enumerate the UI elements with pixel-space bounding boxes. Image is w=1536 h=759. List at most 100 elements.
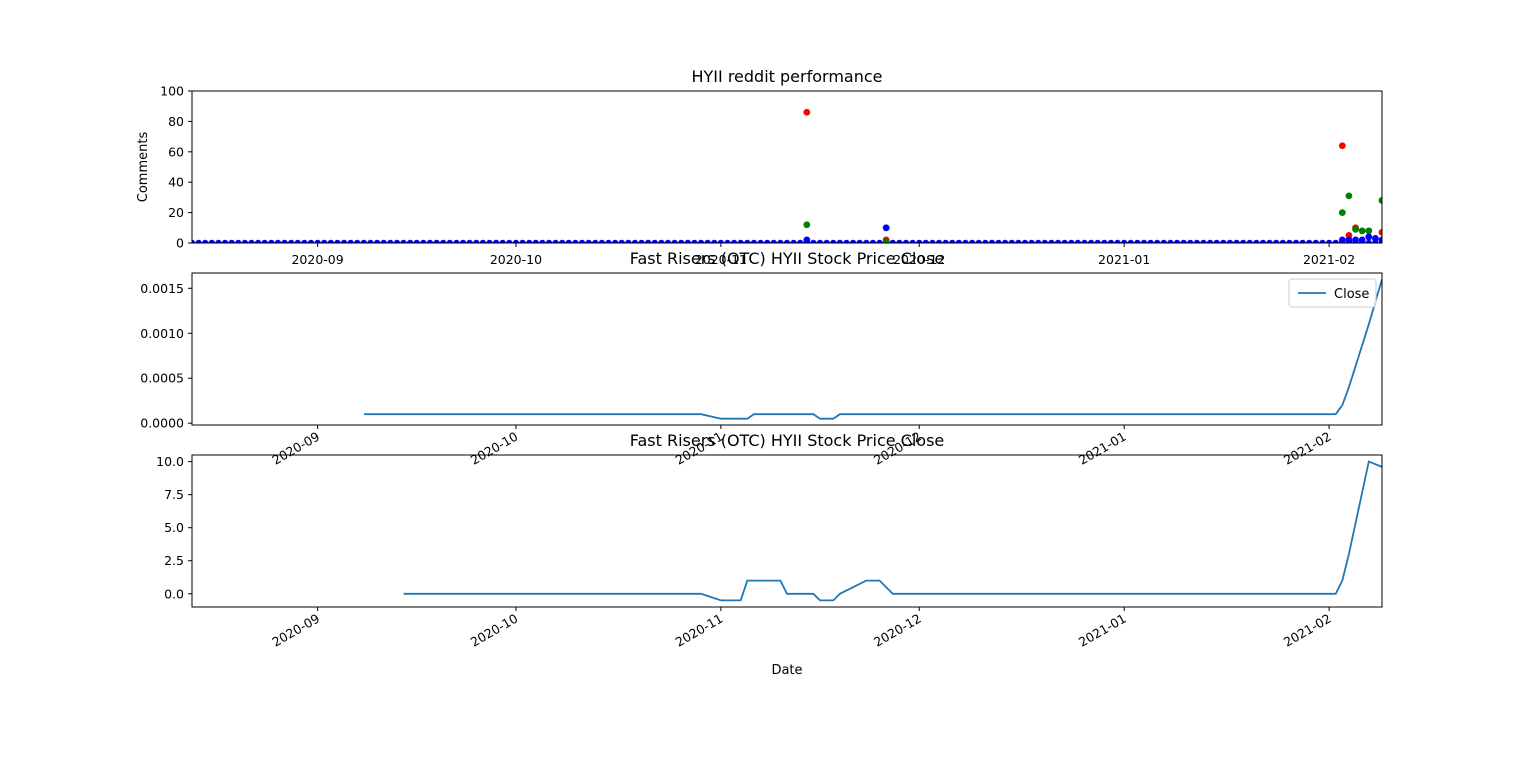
legend-box bbox=[1288, 278, 1377, 308]
baseline-point bbox=[929, 239, 936, 243]
baseline-point bbox=[314, 239, 321, 243]
baseline-point bbox=[1054, 239, 1062, 243]
baseline-point bbox=[215, 239, 222, 243]
chart-title: Fast Risers (OTC) HYII Stock Price Close bbox=[630, 249, 945, 268]
baseline-point bbox=[955, 239, 963, 243]
baseline-point bbox=[763, 239, 771, 243]
baseline-point bbox=[1365, 239, 1372, 243]
baseline-point bbox=[268, 239, 275, 243]
baseline-point bbox=[830, 239, 837, 243]
chart-1: 0 20 40 60 80 100 2020-09 2020-10 2020-11 2020-12… bbox=[136, 67, 1383, 267]
baseline-point bbox=[638, 239, 645, 243]
baseline-point bbox=[1273, 239, 1280, 243]
y-tick-label: 0.0005 bbox=[140, 371, 184, 386]
baseline-point bbox=[228, 239, 235, 243]
baseline-point bbox=[1332, 239, 1339, 243]
baseline-point bbox=[1167, 239, 1174, 243]
plot-area bbox=[403, 460, 1382, 602]
baseline-point bbox=[373, 239, 381, 243]
baseline-point bbox=[241, 239, 249, 243]
baseline-point bbox=[1187, 239, 1194, 243]
y-tick-label: 0.0010 bbox=[140, 326, 184, 341]
x-tick-label: 2020-10 bbox=[468, 429, 521, 468]
baseline-point bbox=[750, 239, 758, 243]
baseline-point bbox=[1134, 239, 1141, 243]
baseline-point bbox=[466, 239, 473, 243]
baseline-point bbox=[294, 239, 301, 243]
baseline-point bbox=[988, 239, 996, 243]
red-point bbox=[803, 108, 811, 116]
x-tick-label: 2020-10 bbox=[490, 252, 542, 267]
baseline-point bbox=[757, 239, 764, 243]
baseline-point bbox=[618, 239, 625, 243]
x-tick-label: 2021-02 bbox=[1281, 611, 1334, 650]
baseline-point bbox=[492, 239, 500, 243]
baseline-point bbox=[261, 239, 268, 243]
blue-point bbox=[1358, 236, 1366, 243]
baseline-point bbox=[949, 239, 956, 243]
baseline-point bbox=[1028, 239, 1035, 243]
baseline-point bbox=[545, 239, 553, 243]
baseline-point bbox=[512, 239, 520, 243]
baseline-point bbox=[1021, 239, 1029, 243]
baseline-point bbox=[1120, 239, 1128, 243]
x-tick-label: 2021-01 bbox=[1076, 611, 1129, 650]
baseline-point bbox=[479, 239, 487, 243]
baseline-point bbox=[1061, 239, 1068, 243]
baseline-point bbox=[221, 239, 229, 243]
baseline-point bbox=[334, 239, 341, 243]
x-tick-label: 2020-09 bbox=[269, 429, 322, 468]
baseline-point bbox=[724, 239, 731, 243]
baseline-point bbox=[1226, 239, 1234, 243]
baseline-point bbox=[195, 239, 202, 243]
baseline-point bbox=[968, 239, 976, 243]
y-tick-label: 80 bbox=[168, 114, 184, 129]
baseline-point bbox=[1266, 239, 1273, 243]
baseline-point bbox=[235, 239, 242, 243]
baseline-point bbox=[843, 239, 850, 243]
baseline-point bbox=[1154, 239, 1161, 243]
baseline-point bbox=[816, 239, 824, 243]
baseline-point bbox=[281, 239, 288, 243]
baseline-point bbox=[473, 239, 480, 243]
baseline-point bbox=[506, 239, 513, 243]
baseline-point bbox=[962, 239, 969, 243]
x-tick-label: 2020-12 bbox=[893, 252, 945, 267]
baseline-point bbox=[539, 239, 546, 243]
baseline-point bbox=[902, 239, 910, 243]
baseline-point bbox=[307, 239, 315, 243]
baseline-point bbox=[611, 239, 619, 243]
baseline-point bbox=[572, 239, 579, 243]
y-tick-label: 10.0 bbox=[156, 454, 184, 469]
blue-point bbox=[1338, 236, 1346, 243]
y-tick-label: 0.0 bbox=[164, 586, 184, 601]
baseline-point bbox=[433, 239, 440, 243]
baseline-point bbox=[426, 239, 434, 243]
baseline-point bbox=[770, 239, 777, 243]
baseline-point bbox=[684, 239, 692, 243]
plot-area bbox=[192, 108, 1382, 243]
baseline-point bbox=[1001, 239, 1009, 243]
baseline-point bbox=[1306, 239, 1313, 243]
green-point bbox=[1378, 197, 1382, 204]
x-tick-label: 2020-09 bbox=[291, 252, 343, 267]
baseline-point bbox=[254, 239, 262, 243]
baseline-point bbox=[836, 239, 844, 243]
baseline-point bbox=[678, 239, 685, 243]
baseline-point bbox=[340, 239, 348, 243]
baseline-point bbox=[823, 239, 830, 243]
blue-point bbox=[1345, 236, 1353, 243]
chart-3: 0.0 2.5 5.0 7.5 10.0 2020-09 2020-10 2020-11 202… bbox=[156, 431, 1383, 678]
baseline-point bbox=[565, 239, 573, 243]
baseline-point bbox=[453, 239, 460, 243]
baseline-point bbox=[664, 239, 672, 243]
baseline-point bbox=[585, 239, 592, 243]
baseline-point bbox=[1041, 239, 1049, 243]
axes-frame bbox=[191, 272, 1383, 426]
baseline-point bbox=[1048, 239, 1055, 243]
baseline-point bbox=[1015, 239, 1022, 243]
baseline-point bbox=[644, 239, 652, 243]
baseline-point bbox=[777, 239, 784, 243]
baseline-point bbox=[1173, 239, 1181, 243]
green-point bbox=[1365, 227, 1373, 235]
